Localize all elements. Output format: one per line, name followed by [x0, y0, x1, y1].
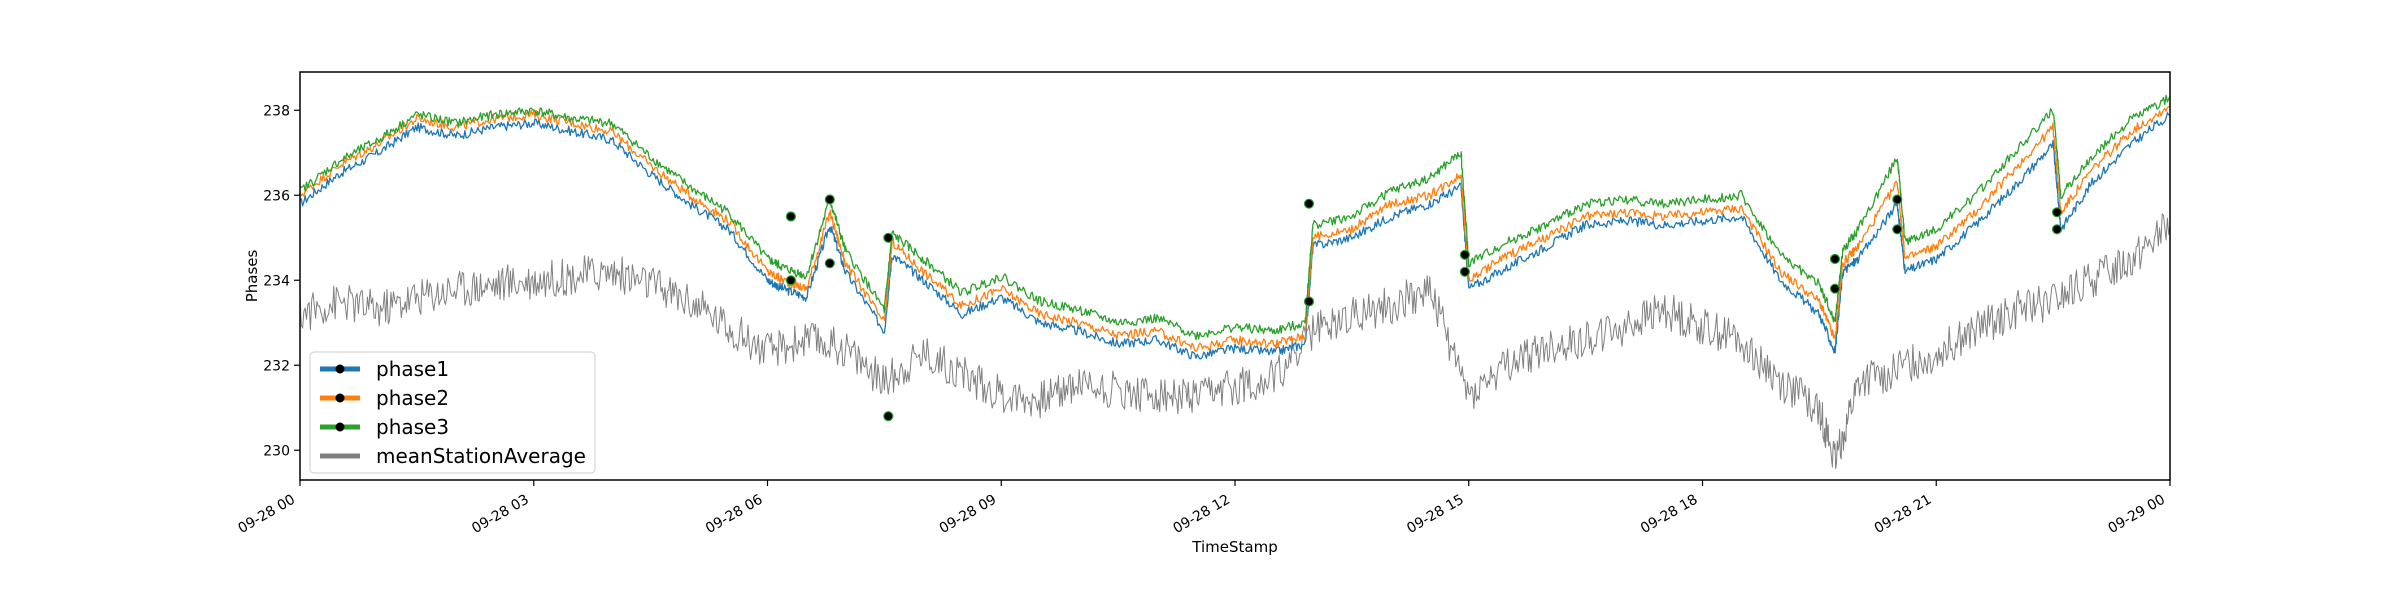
- x-tick-label: 09-28 12: [1170, 492, 1233, 537]
- x-tick-label: 09-28 21: [1872, 492, 1935, 537]
- marker-layer: [785, 194, 2063, 422]
- legend: phase1 phase2 phase3 meanStationAverage: [309, 351, 596, 474]
- x-tick-label: 09-29 00: [2105, 492, 2168, 537]
- series-line-phase2: [299, 105, 2171, 352]
- series-layer: [299, 94, 2171, 469]
- legend-marker-phase3: [335, 422, 345, 432]
- x-tick-label: 09-28 18: [1638, 492, 1701, 537]
- series-line-phase3: [299, 94, 2171, 341]
- y-tick-label: 234: [263, 273, 290, 289]
- marker-point: [2051, 207, 2063, 218]
- legend-label-phase1: phase1: [376, 357, 449, 381]
- marker-point: [1303, 296, 1315, 307]
- y-tick-label: 232: [263, 358, 290, 374]
- marker-point: [1829, 253, 1841, 265]
- legend-marker-phase2: [335, 393, 345, 403]
- x-axis: 09-28 00 09-28 03 09-28 06 09-28 09 09-28 12…: [235, 480, 2171, 537]
- series-line-meanStationAverage: [299, 213, 2171, 469]
- marker-point: [1459, 249, 1471, 260]
- marker-point: [824, 258, 835, 269]
- marker-point: [824, 194, 835, 205]
- legend-marker-phase1: [335, 364, 345, 374]
- x-axis-label: TimeStamp: [1191, 538, 1277, 556]
- x-tick-label: 09-28 06: [703, 492, 766, 537]
- y-tick-label: 230: [263, 443, 290, 459]
- x-tick-label: 09-28 03: [469, 492, 532, 537]
- legend-label-phase3: phase3: [376, 415, 449, 439]
- marker-point: [785, 211, 797, 222]
- marker-point: [1459, 266, 1471, 277]
- marker-point: [1892, 224, 1903, 235]
- legend-label-phase2: phase2: [376, 386, 449, 410]
- marker-point: [883, 232, 894, 243]
- x-tick-label: 09-28 00: [235, 492, 298, 537]
- y-tick-label: 238: [263, 103, 290, 119]
- marker-point: [2051, 224, 2063, 235]
- marker-point: [883, 411, 894, 422]
- marker-point: [1829, 283, 1841, 294]
- series-line-phase1: [299, 112, 2171, 360]
- x-tick-label: 09-28 15: [1404, 492, 1467, 537]
- marker-point: [1892, 194, 1903, 205]
- y-axis-label: Phases: [243, 250, 261, 303]
- y-axis: 230 232 234 236 238: [263, 103, 300, 459]
- marker-point: [785, 275, 797, 286]
- x-tick-label: 09-28 09: [937, 492, 1000, 537]
- marker-point: [1303, 198, 1315, 209]
- legend-label-meanStationAverage: meanStationAverage: [376, 444, 586, 468]
- y-tick-label: 236: [263, 188, 290, 204]
- legend-box: [309, 351, 596, 474]
